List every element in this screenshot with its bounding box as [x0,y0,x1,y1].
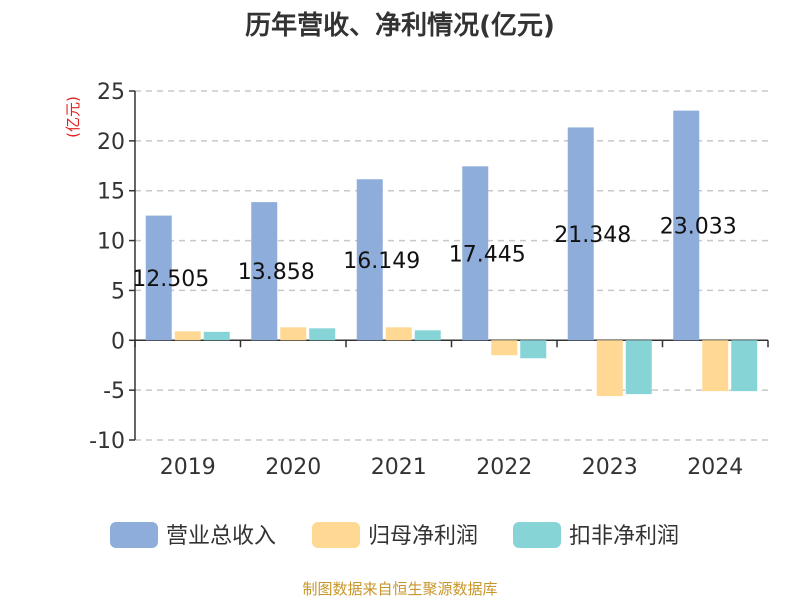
legend-swatch [110,522,158,548]
revenue-data-label: 21.348 [554,223,631,248]
data-labels: 12.505 13.858 16.149 17.445 21.348 23.033 [132,214,736,291]
bar-revenue [673,110,700,341]
x-tick-label: 2020 [265,455,321,480]
legend-swatch [513,522,561,548]
legend-item[interactable]: 归母净利润 [312,522,478,549]
bar-revenue [567,127,594,341]
y-tick-label: 10 [97,230,125,255]
y-tick-label: 5 [111,279,125,304]
legend-swatch [312,522,360,548]
legend-item[interactable]: 扣非净利润 [513,522,679,549]
y-tick-label: 25 [97,80,125,105]
bar-net-profit [280,327,307,341]
bar-net-profit [702,340,729,392]
y-tick-label: 15 [97,180,125,205]
bar-revenue [145,215,172,341]
bar-revenue [356,179,383,341]
y-tick-label: -5 [103,379,125,404]
revenue-data-label: 13.858 [238,260,315,285]
revenue-data-label: 16.149 [343,249,420,274]
x-tick-label: 2019 [160,455,216,480]
bar-revenue [251,202,278,341]
legend-item[interactable]: 营业总收入 [110,522,276,549]
legend-label: 扣非净利润 [569,524,679,549]
bar-net-profit [174,331,201,341]
revenue-data-label: 23.033 [660,214,737,239]
bar-net-profit [491,340,518,356]
bar-adjusted-net-profit [731,340,758,392]
footer-source: 制图数据来自恒生聚源数据库 [302,580,497,598]
revenue-data-label: 17.445 [449,242,526,267]
bar-revenue [462,166,489,341]
legend-label: 归母净利润 [368,524,478,549]
bar-net-profit [385,327,412,341]
axes: 25 20 15 10 5 0 -5 -10 2019 2020 2021 2022 2023 2024 [89,80,769,480]
legend-label: 营业总收入 [166,524,276,549]
y-axis-unit-label: (亿元) [64,96,82,138]
y-tick-label: 20 [97,130,125,155]
y-tick-label: -10 [89,429,125,454]
bars [145,110,758,397]
bar-net-profit [596,340,623,397]
revenue-data-label: 12.505 [132,267,209,292]
x-tick-label: 2021 [371,455,427,480]
bar-adjusted-net-profit [203,331,230,341]
bar-adjusted-net-profit [625,340,652,395]
bar-adjusted-net-profit [309,328,336,341]
bar-adjusted-net-profit [414,330,441,341]
x-tick-label: 2024 [687,455,743,480]
x-tick-label: 2022 [476,455,532,480]
bar-adjusted-net-profit [520,340,547,359]
x-tick-label: 2023 [582,455,638,480]
chart-title: 历年营收、净利情况(亿元) [245,10,555,41]
legend[interactable]: 营业总收入 归母净利润 扣非净利润 [110,522,679,549]
y-tick-label: 0 [111,329,125,354]
